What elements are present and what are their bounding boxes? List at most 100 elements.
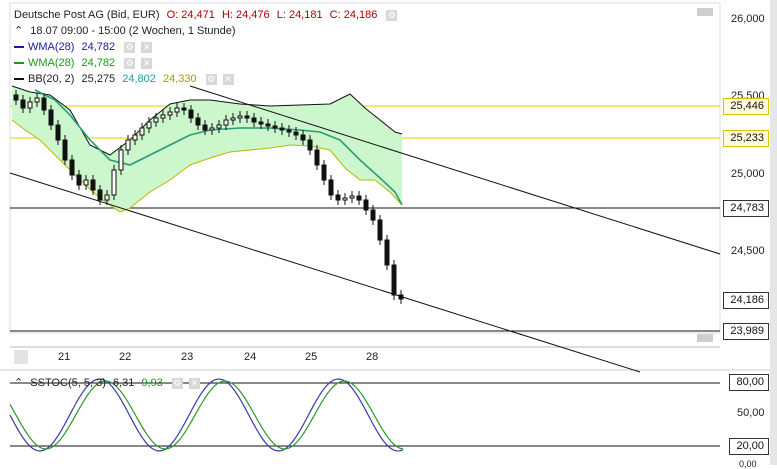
candle-body — [223, 119, 229, 126]
candle-body — [202, 124, 208, 131]
price-tag-resistance[interactable]: 25,233 — [723, 130, 769, 147]
candle-body — [286, 129, 292, 133]
chevron-up-icon[interactable]: ⌃ — [14, 25, 24, 37]
candle-body — [41, 97, 47, 111]
price-tag-level[interactable]: 23,989 — [723, 323, 769, 340]
candle-body — [146, 121, 152, 129]
candle-body — [398, 294, 404, 300]
settings-icon[interactable]: ⚙ — [124, 57, 136, 69]
candle-body — [307, 139, 313, 151]
close-icon[interactable]: ✕ — [188, 377, 200, 389]
settings-icon[interactable]: ⚙ — [124, 41, 136, 53]
instrument-title: Deutsche Post AG (Bid, EUR) — [14, 9, 160, 21]
time-axis-label: 23 — [181, 351, 194, 363]
indicator-bb[interactable]: BB(20, 2) 25,275 24,802 24,330 ⚙ ✕ — [14, 72, 238, 86]
chevron-up-icon[interactable]: ⌃ — [14, 377, 24, 389]
candle-body — [111, 169, 117, 196]
time-axis-label: 21 — [58, 351, 71, 363]
candle-body — [300, 134, 306, 141]
candle-body — [279, 127, 285, 131]
osc-tag-80: 80,00 — [729, 374, 769, 391]
candle-body — [139, 127, 145, 136]
candle-body — [384, 239, 390, 266]
candle-body — [104, 194, 110, 201]
time-axis-label: 28 — [366, 351, 379, 363]
period-row: ⌃ 18.07 09:00 - 15:00 (2 Wochen, 1 Stund… — [14, 24, 240, 38]
vertical-scrollbar[interactable] — [770, 0, 777, 465]
price-pane-frame — [9, 2, 721, 334]
price-tag-resistance[interactable]: 25,446 — [723, 98, 769, 115]
settings-icon[interactable]: ⚙ — [386, 9, 398, 21]
trend-line-lower — [9, 172, 641, 373]
candle-body — [244, 115, 250, 119]
candle-body — [167, 111, 173, 116]
oscillator-legend[interactable]: ⌃ SSTOC(5, 5, 3) 6,31 9,93 ⚙ ✕ — [14, 376, 204, 390]
candle-body — [48, 109, 54, 126]
candle-body — [335, 194, 341, 201]
price-axis-label: 26,000 — [731, 13, 765, 25]
close-icon[interactable]: ✕ — [141, 57, 153, 69]
settings-icon[interactable]: ⚙ — [171, 377, 183, 389]
candle-body — [216, 124, 222, 129]
candle-body — [181, 107, 187, 111]
open-value: O: 24,471 — [166, 9, 215, 21]
period-text: 18.07 09:00 - 15:00 (2 Wochen, 1 Stunde) — [30, 25, 236, 37]
bb-value-upper: 25,275 — [81, 73, 116, 85]
candle-body — [62, 139, 68, 161]
price-tag-level[interactable]: 24,783 — [723, 200, 769, 217]
price-axis-label: 25,000 — [731, 168, 765, 180]
candle-body — [272, 125, 278, 129]
time-axis-label: 22 — [119, 351, 132, 363]
candle-body — [363, 199, 369, 211]
close-value: C: 24,186 — [329, 9, 378, 21]
collapse-up-icon — [697, 8, 713, 16]
candle-body — [237, 115, 243, 119]
candle-body — [321, 164, 327, 181]
candle-body — [34, 97, 40, 103]
candle-body — [391, 264, 397, 296]
wma-label: WMA(28) — [28, 57, 75, 69]
close-icon[interactable]: ✕ — [222, 73, 234, 85]
candle-body — [377, 219, 383, 241]
sstoc-label: SSTOC(5, 5, 3) — [30, 377, 106, 389]
candle-body — [342, 197, 348, 201]
close-icon[interactable]: ✕ — [141, 41, 153, 53]
bb-label: BB(20, 2) — [28, 73, 75, 85]
candle-body — [314, 149, 320, 166]
candle-body — [174, 107, 180, 113]
candle-body — [188, 109, 194, 119]
chart-title-row: Deutsche Post AG (Bid, EUR) O: 24,471 H:… — [14, 8, 401, 22]
price-axis-label: 24,500 — [731, 245, 765, 257]
candle-body — [20, 99, 26, 109]
low-value: L: 24,181 — [276, 9, 323, 21]
bb-swatch — [14, 78, 24, 81]
trend-line-upper — [189, 85, 721, 255]
time-axis-label: 25 — [305, 351, 318, 363]
candle-body — [265, 123, 271, 127]
candle-body — [160, 114, 166, 119]
candle-body — [125, 139, 131, 151]
stoch-d-line — [9, 380, 404, 450]
candle-body — [349, 195, 355, 199]
candle-body — [153, 117, 159, 123]
candle-body — [90, 179, 96, 191]
candle-body — [27, 101, 33, 109]
candle-body — [97, 189, 103, 201]
candle-body — [251, 117, 257, 123]
indicator-wma-2[interactable]: WMA(28) 24,782 ⚙ ✕ — [14, 56, 156, 70]
wma-blue-swatch — [14, 46, 24, 49]
price-tag-current[interactable]: 24,186 — [723, 292, 769, 309]
wma-value: 24,782 — [81, 41, 116, 53]
candle-body — [370, 209, 376, 221]
candle-body — [55, 124, 61, 141]
candle-body — [328, 179, 334, 196]
wma-green-swatch — [14, 62, 24, 65]
settings-icon[interactable]: ⚙ — [205, 73, 217, 85]
indicator-wma-1[interactable]: WMA(28) 24,782 ⚙ ✕ — [14, 40, 156, 54]
sstoc-signal-value: 9,93 — [141, 377, 163, 389]
wma-label: WMA(28) — [28, 41, 75, 53]
stoch-k-line — [9, 378, 404, 452]
candle-body — [13, 94, 19, 101]
